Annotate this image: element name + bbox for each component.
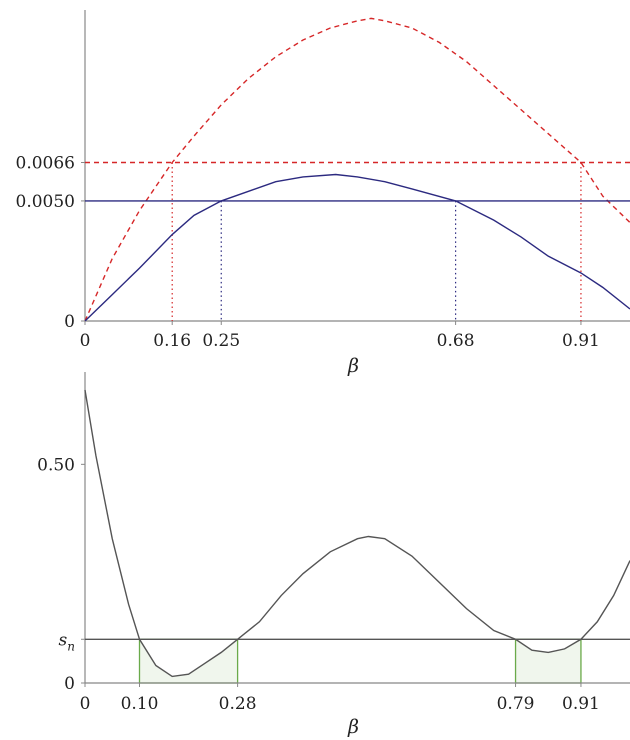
x-tick-label: 0.79 [497, 694, 535, 714]
x-tick-label: 0 [80, 694, 91, 714]
x-tick-label: 0.16 [153, 331, 191, 351]
series-line [84, 17, 630, 322]
y-tick-label: 0 [64, 312, 75, 332]
series-line [84, 389, 630, 678]
x-tick-label: 0.25 [202, 331, 240, 351]
series-line [84, 173, 630, 322]
x-tick-label: 0.10 [121, 694, 159, 714]
x-tick-label: 0.91 [562, 331, 600, 351]
shaded-region-fill [139, 639, 238, 683]
x-tick-label: 0.28 [219, 694, 257, 714]
x-tick-label: 0.91 [562, 694, 600, 714]
y-tick-label: 0.0050 [16, 192, 75, 212]
y-tick-label: 0.50 [37, 455, 75, 475]
x-tick-label: 0 [80, 331, 91, 351]
y-tick-label: 0 [64, 674, 75, 694]
chart-panel-1: 0 0.16 0.25 0.68 0.91 0 0.0050 0.0066 β [16, 10, 630, 377]
y-tick-label: sn [59, 630, 75, 653]
x-axis-title: β [347, 355, 359, 377]
y-tick-label: 0.0066 [16, 153, 75, 173]
x-axis-title: β [347, 716, 359, 738]
x-tick-label: 0.68 [437, 331, 475, 351]
chart-panel-2: 0 0.10 0.28 0.79 0.91 0 sn 0.50 β [37, 372, 630, 738]
